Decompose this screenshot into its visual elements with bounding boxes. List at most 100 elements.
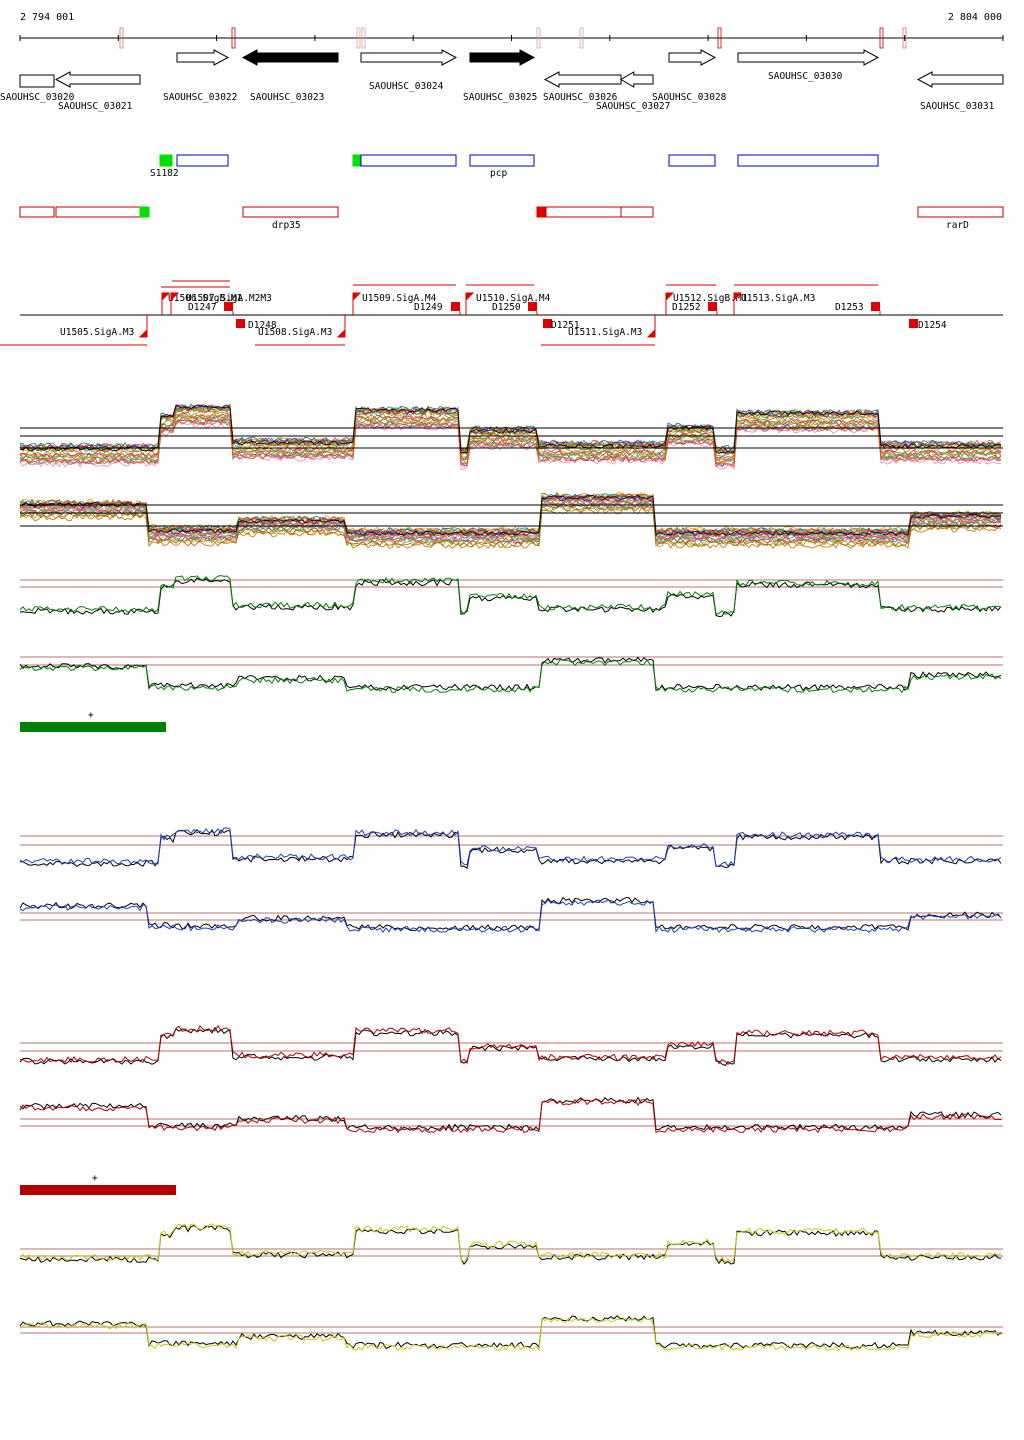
promoter-marker [665, 292, 675, 315]
terminator-marker [543, 319, 552, 328]
gene-label: SAOUHSC_03020 [0, 92, 75, 103]
expression-profile [19, 1316, 1002, 1351]
gene-arrow [620, 71, 654, 88]
terminator-label: D1252 [672, 302, 701, 313]
feature-box-red [917, 206, 1004, 218]
feature-box-blue [176, 154, 229, 167]
promoter-marker [138, 315, 148, 338]
feature-box-red [139, 206, 150, 218]
expression-profile [19, 497, 1002, 540]
terminator-label: D1250 [492, 302, 521, 313]
gene-arrow [360, 49, 458, 66]
promoter-label: U1506.SigB.M1 [168, 293, 243, 304]
axis-marker [902, 27, 907, 49]
feature-box-blue [737, 154, 879, 167]
gene-arrow [54, 71, 141, 88]
axis-marker [361, 27, 366, 49]
promoter-marker [161, 292, 171, 315]
axis-marker [536, 27, 541, 49]
feature-label: S1182 [150, 168, 179, 179]
gene-arrow [668, 49, 717, 66]
axis-marker [119, 27, 124, 49]
gene-label: SAOUHSC_03028 [652, 92, 727, 103]
gene-arrow [916, 71, 1004, 88]
feature-box-blue [469, 154, 535, 167]
promoter-label: U1509.SigA.M4 [362, 293, 437, 304]
gene-label: SAOUHSC_03031 [920, 101, 995, 112]
gene-label: SAOUHSC_03030 [768, 71, 843, 82]
expression-profile [19, 899, 1002, 934]
gene-arrow [543, 71, 622, 88]
feature-label: pcp [490, 168, 507, 179]
gene-arrow [469, 49, 536, 66]
gene-label: SAOUHSC_03025 [463, 92, 537, 103]
axis-marker [356, 27, 361, 49]
scale-bar [20, 1185, 176, 1195]
gene-label: SAOUHSC_03027 [596, 101, 670, 112]
axis-marker [231, 27, 236, 49]
expression-profile [19, 577, 1002, 618]
genome-start-label: 2 794 001 [20, 12, 75, 23]
expression-profile [19, 1315, 1002, 1350]
gene-label: SAOUHSC_03026 [543, 92, 618, 103]
feature-box-red [620, 206, 654, 218]
terminator-marker [528, 302, 537, 311]
expression-profile [19, 1098, 1002, 1134]
terminator-label: D1253 [835, 302, 864, 313]
promoter-marker [352, 292, 362, 315]
expression-profile [19, 1026, 1002, 1067]
expression-profile [19, 507, 1002, 549]
expression-profile [19, 494, 1002, 537]
terminator-marker [224, 302, 233, 311]
gene-arrow [737, 49, 880, 66]
terminator-marker [451, 302, 460, 311]
promoter-label: U1508.SigA.M3 [258, 327, 332, 338]
gene-arrow [19, 74, 55, 88]
promoter-label: U1512.SigB.M1 [673, 293, 748, 304]
expression-profile [19, 414, 1002, 462]
feature-label: rarD [946, 220, 969, 231]
terminator-label: D1251 [551, 320, 580, 331]
promoter-marker [733, 292, 743, 315]
expression-profile [19, 896, 1002, 931]
scale-bar [20, 722, 166, 732]
expression-profile [19, 504, 1002, 547]
promoter-label: U1511.SigA.M3 [568, 327, 642, 338]
feature-box-green [352, 154, 362, 167]
expression-profile [19, 413, 1002, 462]
expression-profile [19, 1225, 1002, 1265]
promoter-marker [646, 315, 656, 338]
expression-profile [19, 497, 1002, 540]
feature-box-red [242, 206, 339, 218]
expression-profile [19, 405, 1002, 454]
axis-marker [717, 27, 722, 49]
expression-profile [19, 827, 1002, 867]
gene-label: SAOUHSC_03022 [163, 92, 237, 103]
gene-arrow [176, 49, 230, 66]
feature-box-red [545, 206, 622, 218]
terminator-marker [871, 302, 880, 311]
feature-label: drp35 [272, 220, 301, 231]
feature-box-green [159, 154, 173, 167]
axis-marker [879, 27, 884, 49]
expression-profile [19, 658, 1002, 694]
terminator-marker [909, 319, 918, 328]
feature-box-red [536, 206, 547, 218]
gene-arrow [241, 49, 339, 66]
terminator-label: D1247 [188, 302, 217, 313]
axis-marker [579, 27, 584, 49]
scale-bar-marker: + [92, 1173, 98, 1184]
feature-box-blue [668, 154, 716, 167]
gene-label: SAOUHSC_03024 [369, 81, 444, 92]
expression-profile [19, 415, 1002, 465]
feature-box-red [19, 206, 55, 218]
gene-label: SAOUHSC_03023 [250, 92, 324, 103]
expression-profile [19, 501, 1002, 543]
expression-profile [19, 1096, 1002, 1132]
terminator-label: D1249 [414, 302, 443, 313]
feature-box-blue [360, 154, 457, 167]
scale-bar-marker: + [88, 710, 94, 721]
feature-box-red [55, 206, 141, 218]
